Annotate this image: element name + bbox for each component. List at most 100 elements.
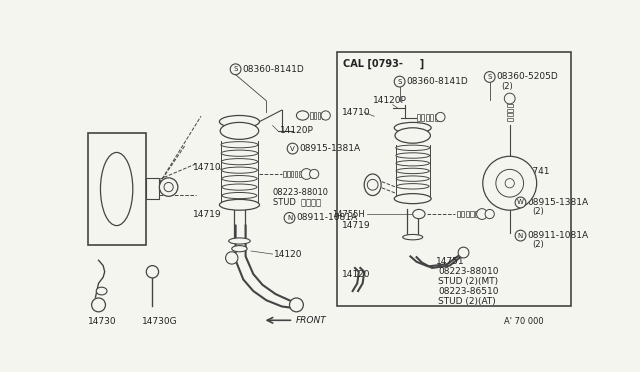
Bar	[88, 133, 145, 245]
Ellipse shape	[232, 246, 247, 252]
Text: 08911-1081A: 08911-1081A	[527, 231, 589, 240]
Circle shape	[147, 266, 159, 278]
Text: STUD (2)(MT): STUD (2)(MT)	[438, 277, 498, 286]
Ellipse shape	[394, 194, 431, 203]
Ellipse shape	[395, 128, 431, 143]
Ellipse shape	[220, 122, 259, 140]
Text: (2): (2)	[501, 83, 513, 92]
Ellipse shape	[221, 176, 257, 182]
Text: 08360-5205D: 08360-5205D	[497, 73, 558, 81]
Text: 08915-1381A: 08915-1381A	[527, 198, 589, 207]
Circle shape	[310, 169, 319, 179]
Text: 14730G: 14730G	[141, 317, 177, 326]
Ellipse shape	[403, 234, 422, 240]
Bar	[475, 211, 478, 217]
Text: 14730: 14730	[88, 317, 116, 326]
Text: 14719: 14719	[342, 221, 371, 230]
Text: 14710: 14710	[342, 108, 371, 117]
Text: 14710: 14710	[193, 163, 222, 172]
Ellipse shape	[394, 122, 431, 133]
Text: N: N	[287, 215, 292, 221]
Text: CAL [0793-     ]: CAL [0793- ]	[344, 59, 425, 69]
Bar	[507, 109, 513, 112]
Text: 08911-1081A: 08911-1081A	[296, 214, 358, 222]
Bar	[456, 211, 460, 217]
Text: 14755H: 14755H	[332, 209, 365, 218]
Bar	[337, 52, 570, 307]
Ellipse shape	[96, 287, 107, 295]
Bar	[314, 112, 316, 119]
Ellipse shape	[396, 145, 429, 151]
Circle shape	[287, 143, 298, 154]
Ellipse shape	[396, 184, 429, 189]
Ellipse shape	[396, 153, 429, 158]
Text: 08223-88010: 08223-88010	[438, 267, 499, 276]
Text: (2): (2)	[532, 240, 544, 249]
Text: S: S	[234, 66, 238, 72]
Bar	[507, 104, 513, 107]
Text: S: S	[488, 74, 492, 80]
Circle shape	[505, 179, 515, 188]
Bar	[470, 211, 474, 217]
Circle shape	[394, 76, 405, 87]
Ellipse shape	[220, 115, 259, 128]
Bar	[295, 171, 297, 177]
Ellipse shape	[228, 238, 250, 244]
Text: STUD  スタッド: STUD スタッド	[273, 197, 321, 206]
Circle shape	[484, 71, 495, 82]
Ellipse shape	[364, 174, 381, 196]
Bar	[507, 113, 513, 116]
Text: 14719: 14719	[193, 209, 222, 218]
Bar	[284, 171, 285, 177]
Bar	[310, 112, 312, 119]
Ellipse shape	[396, 176, 429, 181]
Text: (2): (2)	[532, 207, 544, 216]
Bar	[291, 171, 293, 177]
Text: 08915-1381A: 08915-1381A	[300, 144, 360, 153]
Ellipse shape	[221, 167, 257, 173]
Circle shape	[496, 169, 524, 197]
Circle shape	[483, 156, 537, 210]
Text: 08223-88010: 08223-88010	[273, 188, 328, 197]
Bar	[421, 114, 424, 121]
Ellipse shape	[296, 111, 308, 120]
Bar	[287, 171, 289, 177]
Text: 14120: 14120	[342, 270, 371, 279]
Circle shape	[92, 298, 106, 312]
Circle shape	[230, 64, 241, 75]
Text: 14120P: 14120P	[372, 96, 406, 105]
Ellipse shape	[413, 209, 425, 219]
Ellipse shape	[221, 142, 258, 148]
Ellipse shape	[222, 184, 257, 190]
Text: A' 70 000: A' 70 000	[504, 317, 543, 326]
Text: 14741: 14741	[522, 167, 550, 176]
Text: 08360-8141D: 08360-8141D	[243, 65, 304, 74]
Bar	[435, 114, 438, 121]
Text: FRONT: FRONT	[296, 316, 326, 325]
Circle shape	[477, 209, 488, 219]
Text: 14751: 14751	[436, 257, 465, 266]
Bar	[322, 112, 324, 119]
Ellipse shape	[221, 158, 257, 165]
Ellipse shape	[220, 199, 259, 210]
Bar	[466, 211, 469, 217]
Ellipse shape	[222, 192, 257, 199]
Bar	[426, 114, 429, 121]
Text: 14120: 14120	[274, 250, 303, 259]
Text: N: N	[518, 232, 523, 238]
Circle shape	[284, 212, 295, 223]
Bar	[431, 114, 433, 121]
Circle shape	[485, 209, 494, 219]
Circle shape	[321, 111, 330, 120]
Text: 08360-8141D: 08360-8141D	[406, 77, 468, 86]
Circle shape	[436, 112, 445, 122]
Bar	[299, 171, 301, 177]
Bar	[507, 118, 513, 121]
Circle shape	[458, 247, 469, 258]
Circle shape	[289, 298, 303, 312]
Text: 14120P: 14120P	[280, 126, 314, 135]
Text: V: V	[290, 145, 295, 151]
Text: W: W	[517, 199, 524, 205]
Text: 08223-86510: 08223-86510	[438, 287, 499, 296]
Text: S: S	[397, 78, 402, 84]
